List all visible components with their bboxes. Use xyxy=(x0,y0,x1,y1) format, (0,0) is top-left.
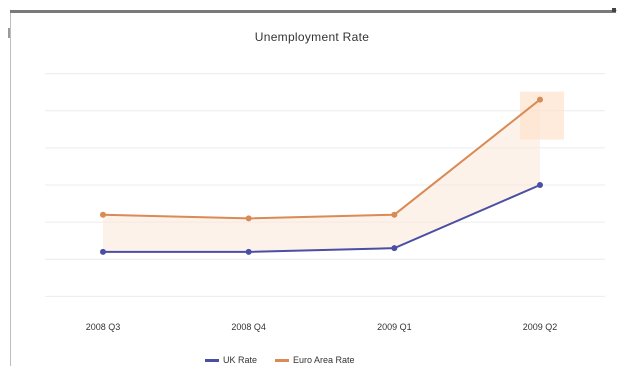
data-point-uk-1 xyxy=(245,248,252,255)
top-rule xyxy=(10,10,616,13)
data-point-euro-0 xyxy=(100,211,106,218)
legend-item-euro: Euro Area Rate xyxy=(275,355,355,365)
data-point-uk-2 xyxy=(391,245,398,252)
x-tick-label: 2009 Q1 xyxy=(377,322,412,332)
x-tick-label: 2009 Q2 xyxy=(523,322,558,332)
data-point-uk-0 xyxy=(100,248,106,255)
x-tick-label: 2008 Q4 xyxy=(231,322,266,332)
x-tick-label: 2008 Q3 xyxy=(86,322,121,332)
series-line-uk xyxy=(103,184,541,253)
legend: UK Rate Euro Area Rate xyxy=(205,355,355,365)
data-point-euro-2 xyxy=(391,211,398,218)
x-axis-ticks: 2008 Q3 2008 Q4 2009 Q1 2009 Q2 xyxy=(86,322,558,332)
legend-item-uk: UK Rate xyxy=(205,355,257,365)
chart-title: Unemployment Rate xyxy=(254,30,370,44)
edge-mark xyxy=(8,28,10,38)
legend-label-uk: UK Rate xyxy=(223,355,258,365)
series-group xyxy=(100,96,543,255)
legend-label-euro: Euro Area Rate xyxy=(293,355,355,365)
legend-swatch-euro xyxy=(275,358,290,362)
legend-swatch-uk xyxy=(205,358,219,362)
highlight-bands xyxy=(103,91,564,252)
corner-mark xyxy=(612,8,616,12)
series-gap-band xyxy=(103,99,540,252)
data-point-uk-3 xyxy=(537,182,543,188)
series-line-euro xyxy=(102,98,541,220)
data-point-euro-3 xyxy=(537,96,543,103)
data-point-euro-1 xyxy=(245,215,252,222)
